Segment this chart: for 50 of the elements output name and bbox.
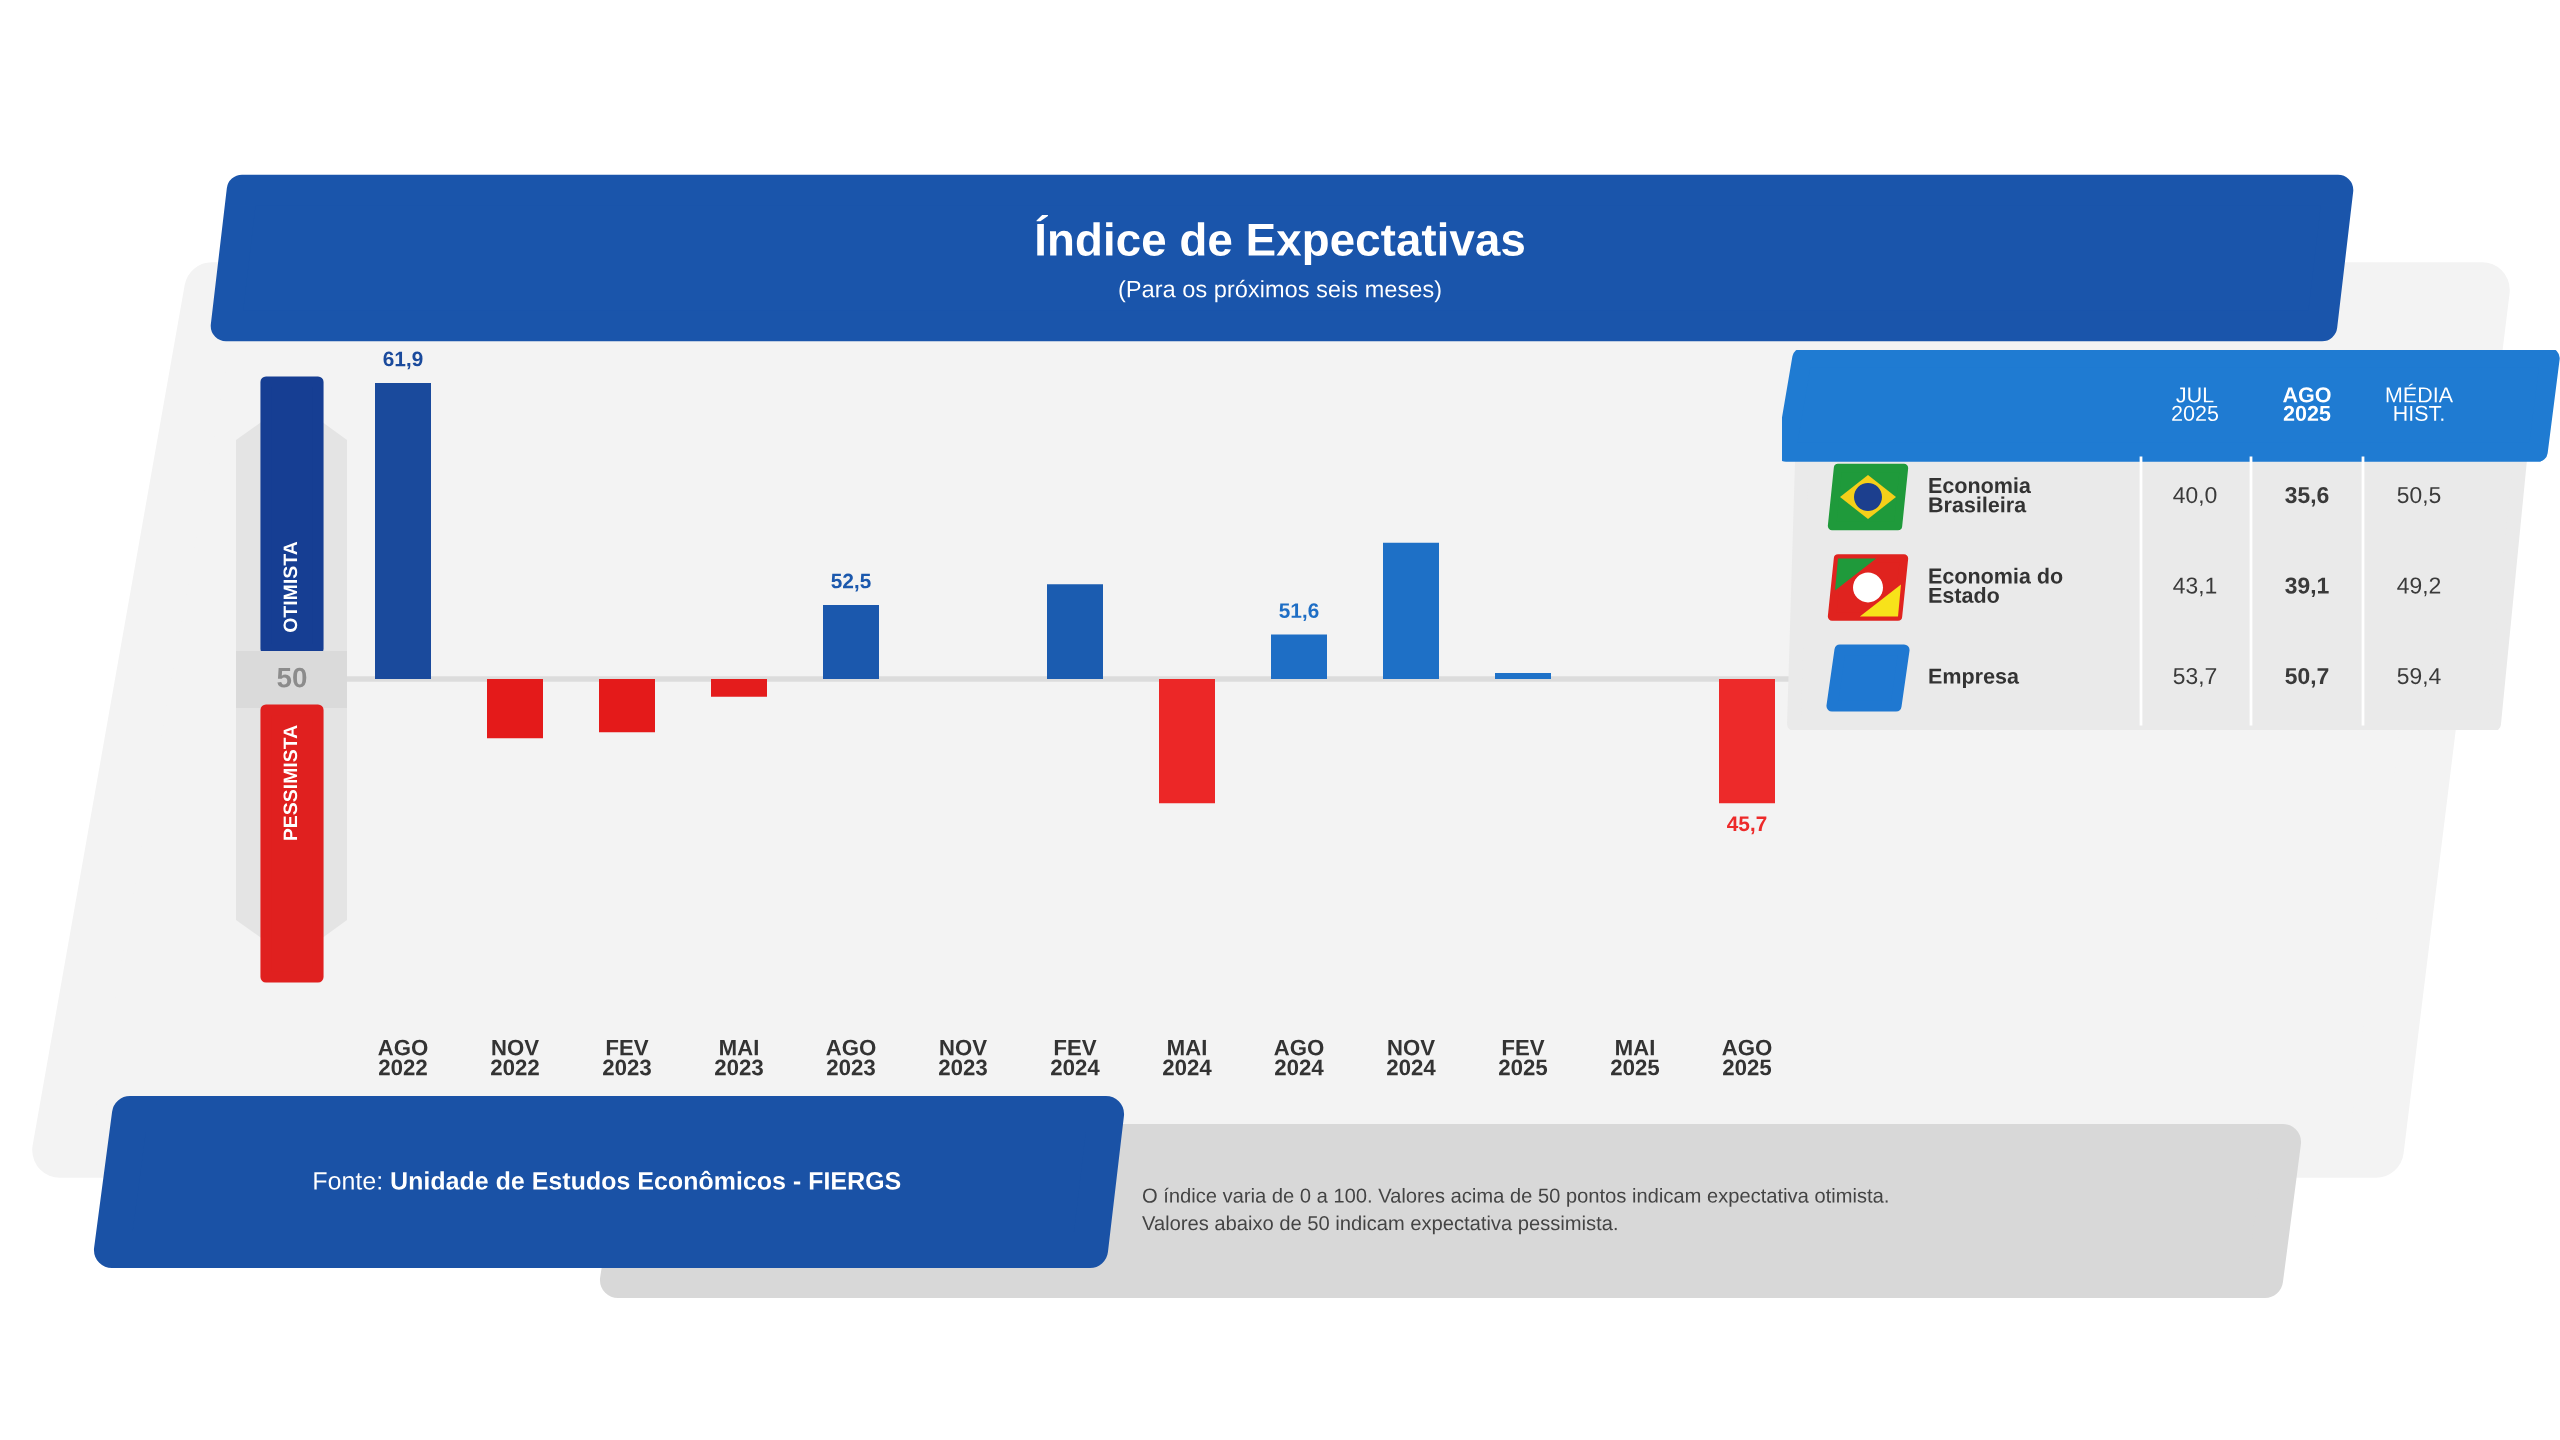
x-tick-label: AGO 2024 <box>1274 1039 1324 1076</box>
text: 50,5 <box>2397 486 2441 506</box>
bar <box>1047 584 1103 679</box>
text: PESSIMISTA <box>283 725 298 840</box>
x-tick-label: MAI 2023 <box>715 1039 763 1076</box>
bar <box>1495 673 1551 679</box>
x-tick-label: AGO 2023 <box>826 1039 876 1076</box>
text: 35,6 <box>2285 486 2329 507</box>
bar <box>1719 679 1775 804</box>
text: OTIMISTA <box>283 541 298 632</box>
category-label: MÉDIA HIST. <box>2386 383 2454 422</box>
annotation: 61,9 <box>383 351 423 370</box>
x-tick-label: FEV 2024 <box>1051 1039 1100 1076</box>
bar <box>1271 634 1327 679</box>
chart-title: Índice de Expectativas <box>1036 214 1524 266</box>
category-label: Empresa <box>1929 668 2020 689</box>
annotation: 51,6 <box>1279 603 1319 621</box>
text: 50,7 <box>2285 667 2329 688</box>
text: 40,0 <box>2173 486 2217 506</box>
chart-subtitle: (Para os próximos seis meses) <box>1119 279 1441 303</box>
text: 59,4 <box>2397 667 2441 687</box>
annotation: 52,5 <box>831 573 871 592</box>
x-tick-label: AGO 2025 <box>1722 1039 1772 1076</box>
x-tick-label: NOV 2024 <box>1387 1039 1436 1076</box>
text: 53,7 <box>2173 667 2217 687</box>
category-label: AGO 2025 <box>2283 387 2331 422</box>
x-tick-label: AGO 2022 <box>378 1039 428 1076</box>
bar <box>599 679 655 733</box>
x-tick-label: MAI 2025 <box>1611 1039 1660 1076</box>
text: 39,1 <box>2285 577 2329 597</box>
text: O índice varia de 0 a 100. Valores acima de 50 pontos indicam expectativa otimista. Valores abaixo de 50 indicam expectativa pessimista. <box>1142 1187 1888 1235</box>
x-tick-label: MAI 2024 <box>1163 1039 1212 1076</box>
text: 49,2 <box>2397 577 2441 597</box>
source-note: Fonte: Unidade de Estudos Econômicos - FIERGS <box>314 1170 901 1190</box>
bar <box>1159 679 1215 804</box>
x-tick-label: NOV 2023 <box>939 1039 987 1076</box>
annotation: 45,7 <box>1727 816 1767 835</box>
bar <box>487 679 543 739</box>
bar <box>823 604 879 679</box>
bar <box>375 382 431 679</box>
category-label: JUL 2025 <box>2172 387 2219 422</box>
category-label: Economia do Estado <box>1929 567 2063 603</box>
bar <box>711 679 767 697</box>
x-tick-label: FEV 2023 <box>603 1039 651 1076</box>
bar <box>1383 542 1439 679</box>
text: 43,1 <box>2173 577 2217 597</box>
x-tick-label: FEV 2025 <box>1499 1039 1548 1076</box>
text: 50 <box>277 667 307 688</box>
x-tick-label: NOV 2022 <box>491 1039 539 1076</box>
category-label: Economia Brasileira <box>1929 477 2032 513</box>
